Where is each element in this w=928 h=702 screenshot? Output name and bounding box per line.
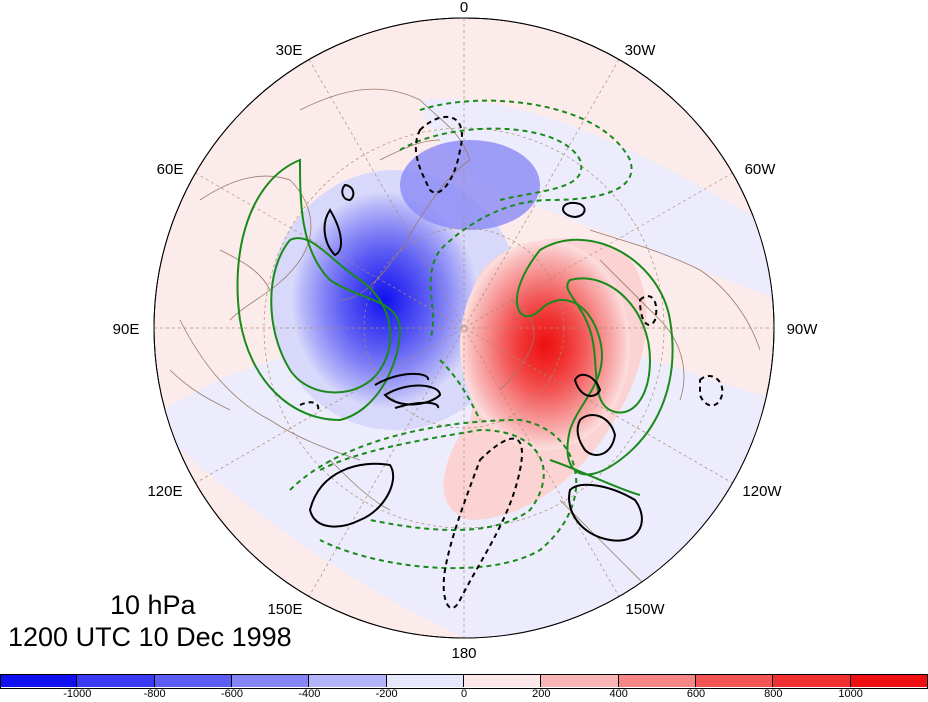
colorbar-segment [696,674,774,687]
colorbar-tick-label: 400 [609,688,628,700]
lon-label-60w: 60W [745,161,777,178]
lon-label-90w: 90W [787,321,819,338]
lon-label-30e: 30E [276,42,303,59]
negative-contours-green [289,99,633,570]
colorbar-segment [77,674,155,687]
colorbar-tick-label: 600 [686,688,706,700]
colorbar-tick-label: -600 [220,688,244,700]
colorbar-segment [541,674,619,687]
lon-label-0: 0 [460,0,468,16]
lon-label-90e: 90E [113,321,140,338]
colorbar-segment [309,674,387,687]
colorbar-tick-label: -400 [298,688,321,700]
lon-label-120e: 120E [147,483,182,500]
colorbar-segment [464,674,542,687]
colorbar-segment [0,674,78,687]
colorbar-tick-label: 200 [532,688,551,700]
lon-label-60e: 60E [157,161,184,178]
negative-anomaly [290,190,480,410]
lon-label-150e: 150E [267,601,302,618]
colorbar: -1000 -800 -600 -400 -200 0 200 400 600 800 1000 [0,674,928,702]
map-border [153,17,775,639]
colorbar-tick-label: 1000 [838,688,863,700]
longitude-labels: 0 30W 60W 90W 120W 150W 180 150E 120E 90… [113,0,819,662]
colorbar-tick-label: 800 [764,688,783,700]
graticule [154,18,774,638]
lon-label-120w: 120W [742,483,782,500]
lon-label-150w: 150W [625,601,665,618]
colorbar-segment [232,674,310,687]
plot-title-level: 10 hPa [110,590,196,620]
lon-label-180: 180 [451,645,476,662]
colorbar-segment [618,674,696,687]
coastlines [169,88,761,611]
colorbar-frame [0,674,928,689]
colorbar-tick-label: -1000 [63,688,92,700]
colorbar-tick-label: -200 [375,688,398,700]
positive-contours [236,158,674,496]
colorbar-segment [773,674,851,687]
black-dashed-contours [299,115,724,609]
colorbar-segment [386,674,464,687]
lon-label-30w: 30W [625,42,657,59]
colorbar-segment [154,674,232,687]
colorbar-tick-label: -800 [143,688,166,700]
colorbar-tick-label: 0 [460,688,468,700]
polar-map: 0 30W 60W 90W 120W 150W 180 150E 120E 90… [113,0,819,662]
black-contours [308,183,643,542]
plot-title-time: 1200 UTC 10 Dec 1998 [8,622,292,652]
